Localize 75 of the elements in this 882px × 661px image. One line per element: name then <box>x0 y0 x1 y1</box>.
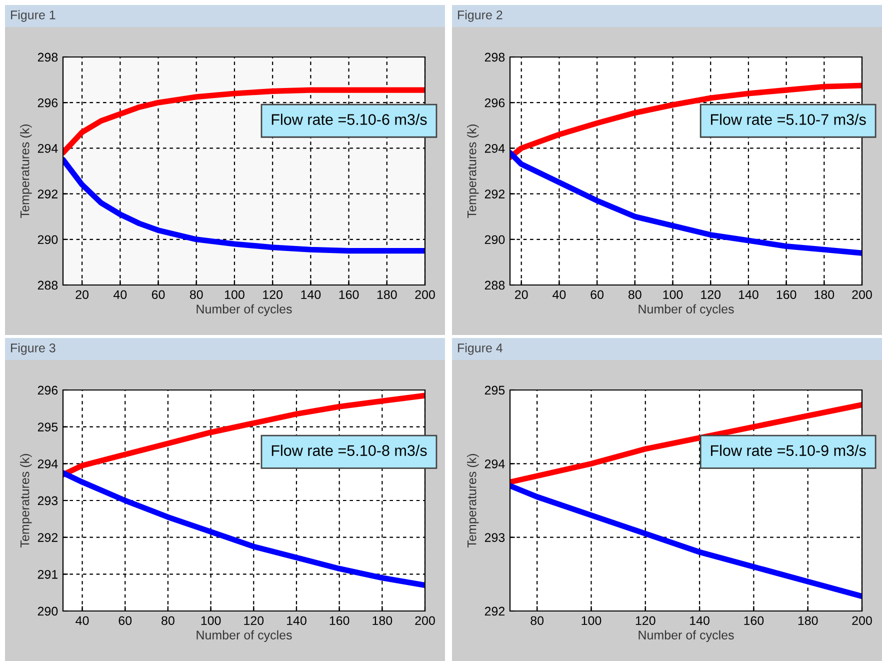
y-tick-label: 293 <box>38 496 58 506</box>
y-tick-label: 294 <box>484 144 505 153</box>
x-tick-label: 120 <box>263 290 283 300</box>
x-tick-label: 140 <box>301 290 321 300</box>
x-tick-label: 200 <box>852 290 872 300</box>
x-tick-label: 180 <box>377 290 397 300</box>
x-tick-label: 160 <box>744 616 764 626</box>
x-tick-label: 180 <box>372 616 392 626</box>
y-tick-label: 290 <box>484 235 505 244</box>
x-axis-title: Number of cycles <box>638 630 734 642</box>
y-tick-label: 288 <box>38 280 58 290</box>
x-tick-label: 60 <box>118 616 132 626</box>
y-tick-label: 298 <box>38 52 58 62</box>
x-tick-label: 180 <box>814 290 834 300</box>
x-tick-label: 40 <box>113 290 127 300</box>
x-axis-title: Number of cycles <box>638 304 734 316</box>
x-tick-label: 40 <box>552 290 566 300</box>
y-tick-label: 292 <box>38 533 58 542</box>
y-axis-title: Temperatures (k) <box>20 454 32 548</box>
x-tick-label: 100 <box>663 290 683 300</box>
x-tick-label: 100 <box>201 616 221 626</box>
x-tick-label: 20 <box>76 290 89 300</box>
x-tick-label: 160 <box>330 616 350 626</box>
x-tick-label: 60 <box>590 290 604 300</box>
x-tick-label: 200 <box>852 616 872 626</box>
y-tick-label: 292 <box>38 190 58 198</box>
x-tick-label: 160 <box>339 290 359 300</box>
x-tick-label: 120 <box>636 616 656 626</box>
x-tick-label: 60 <box>152 290 165 300</box>
x-tick-label: 80 <box>162 616 174 626</box>
y-tick-label: 296 <box>484 98 505 108</box>
chart-title: Figure 1 <box>11 10 56 22</box>
x-tick-label: 120 <box>701 290 721 300</box>
y-tick-label: 292 <box>484 606 505 616</box>
x-tick-label: 120 <box>244 616 264 626</box>
x-tick-label: 40 <box>76 616 89 626</box>
x-tick-label: 80 <box>530 616 544 626</box>
y-tick-label: 290 <box>38 606 58 616</box>
annotation: Flow rate =5.10-6 m3/s <box>272 114 427 125</box>
x-tick-label: 80 <box>190 290 203 300</box>
x-tick-label: 200 <box>415 290 435 300</box>
y-tick-label: 291 <box>38 570 58 579</box>
annotation: Flow rate =5.10-7 m3/s <box>711 114 866 125</box>
y-tick-label: 290 <box>38 235 58 244</box>
y-axis-title: Temperatures (k) <box>467 454 479 548</box>
y-tick-label: 294 <box>38 459 58 468</box>
x-tick-label: 140 <box>287 616 306 626</box>
x-tick-label: 20 <box>515 290 528 300</box>
y-tick-label: 293 <box>484 533 505 542</box>
y-tick-label: 295 <box>484 386 505 395</box>
y-tick-label: 294 <box>484 459 505 468</box>
x-tick-label: 140 <box>690 616 710 626</box>
y-tick-label: 296 <box>38 98 58 108</box>
y-tick-label: 296 <box>38 386 58 395</box>
y-tick-label: 294 <box>38 144 58 153</box>
y-tick-label: 288 <box>484 280 505 290</box>
x-tick-label: 180 <box>798 616 818 626</box>
y-axis-title: Temperatures (k) <box>467 124 479 218</box>
x-tick-label: 200 <box>415 616 435 626</box>
y-tick-label: 295 <box>38 422 58 432</box>
chart-title: Figure 3 <box>11 343 56 355</box>
x-tick-label: 140 <box>738 290 758 300</box>
x-tick-label: 160 <box>776 290 796 300</box>
annotation: Flow rate =5.10-8 m3/s <box>272 444 427 456</box>
y-axis-title: Temperatures (k) <box>20 124 32 218</box>
y-tick-label: 292 <box>484 190 505 198</box>
x-tick-label: 100 <box>582 616 602 626</box>
x-axis-title: Number of cycles <box>196 630 292 642</box>
x-axis-title: Number of cycles <box>196 304 292 316</box>
chart-title: Figure 2 <box>458 10 502 22</box>
x-tick-label: 100 <box>225 290 244 300</box>
chart-title: Figure 4 <box>458 343 502 355</box>
annotation: Flow rate =5.10-9 m3/s <box>711 444 866 456</box>
y-tick-label: 298 <box>484 52 505 62</box>
x-tick-label: 80 <box>628 290 642 300</box>
